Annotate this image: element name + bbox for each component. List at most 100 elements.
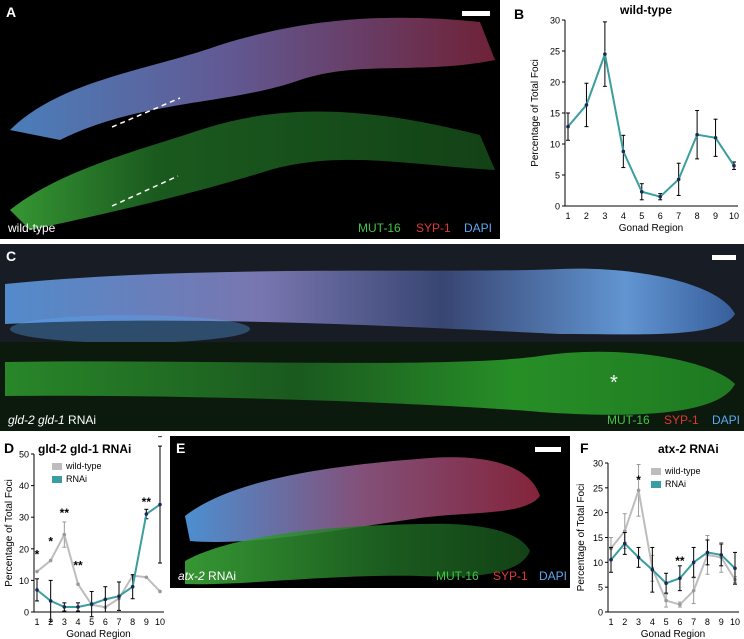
data-point	[62, 605, 67, 609]
y-tick-label: 10	[550, 140, 560, 150]
x-tick-label: 3	[62, 617, 67, 627]
caption-a: wild-type	[8, 221, 56, 235]
caption-c: gld-2 gld-1 RNAi	[8, 413, 96, 427]
data-point	[676, 177, 681, 182]
data-point	[144, 512, 149, 516]
x-tick-label: 7	[691, 617, 696, 627]
legend-label: wild-type	[65, 461, 102, 471]
panel-label-e: E	[176, 440, 186, 456]
data-point	[130, 584, 135, 589]
y-tick-label: 5	[598, 583, 603, 593]
data-point	[639, 189, 644, 194]
x-tick-label: 8	[705, 617, 710, 627]
data-point	[584, 103, 589, 107]
gonad-image-c	[0, 244, 744, 431]
x-tick-label: 1	[565, 211, 570, 221]
chart-title: wild-type	[619, 3, 672, 17]
y-tick-label: 10	[593, 558, 603, 568]
y-axis-label: Percentage of Total Foci	[4, 479, 15, 587]
caption-c-gene: gld-2 gld-1	[8, 413, 65, 427]
data-point	[144, 575, 149, 580]
x-tick-label: 4	[621, 211, 626, 221]
chart-title: gld-2 gld-1 RNAi	[38, 442, 131, 456]
legend-label: RNAi	[665, 479, 686, 489]
x-tick-label: 4	[75, 617, 80, 627]
x-axis-label: Gonad Region	[619, 223, 684, 234]
data-point	[691, 560, 696, 565]
significance-marker: *	[48, 535, 53, 549]
data-point	[76, 605, 80, 609]
x-tick-label: 1	[608, 617, 613, 627]
chart-title: atx-2 RNAi	[658, 442, 719, 456]
y-tick-label: 20	[593, 508, 603, 518]
gonad-image-e	[185, 457, 540, 585]
legend-swatch	[651, 481, 661, 488]
data-point	[158, 589, 162, 594]
stain-mut16-e: MUT-16	[436, 569, 479, 583]
data-point	[695, 132, 699, 137]
series-line	[36, 531, 161, 609]
data-point	[664, 598, 668, 603]
data-point	[719, 553, 724, 557]
significance-marker: **	[73, 558, 83, 572]
x-tick-label: 5	[639, 211, 644, 221]
y-tick-label: 15	[593, 533, 603, 543]
x-tick-label: 7	[116, 617, 121, 627]
y-tick-label: 30	[19, 513, 29, 523]
x-tick-label: 3	[602, 211, 607, 221]
data-point	[664, 581, 668, 585]
caption-c-suffix: RNAi	[64, 413, 97, 427]
x-tick-label: 2	[584, 211, 589, 221]
x-tick-label: 6	[658, 211, 663, 221]
x-tick-label: 10	[155, 617, 165, 627]
series-line	[610, 489, 736, 606]
panel-label-a: A	[6, 4, 17, 20]
micrograph-a: A wild-type MUT-16 SYP-1 DAPI	[0, 0, 500, 239]
series-line	[610, 541, 736, 585]
caption-e-suffix: RNAi	[204, 569, 237, 583]
data-point	[62, 532, 67, 537]
data-point	[622, 541, 627, 546]
micrograph-e: E atx-2 RNAi MUT-16 SYP-1 DAPI	[170, 436, 570, 588]
y-axis-label: Percentage of Total Foci	[530, 59, 541, 167]
stain-syp1-c: SYP-1	[664, 413, 699, 427]
x-tick-label: 2	[622, 617, 627, 627]
x-tick-label: 10	[729, 211, 739, 221]
asterisk-c: *	[610, 372, 618, 394]
caption-e: atx-2 RNAi	[178, 569, 236, 583]
series-line	[567, 50, 735, 198]
stain-dapi-e: DAPI	[539, 569, 568, 583]
data-point	[609, 558, 613, 562]
data-point	[603, 52, 607, 56]
stain-mut16: MUT-16	[358, 221, 401, 235]
data-point	[678, 602, 682, 607]
x-tick-label: 1	[34, 617, 39, 627]
micrograph-c: C * gld-2 gld-1 RNAi MUT-16 SYP-1 DAPI	[0, 244, 744, 431]
data-point	[713, 136, 718, 140]
stain-syp1-e: SYP-1	[493, 569, 528, 583]
data-point	[691, 588, 696, 593]
x-tick-label: 9	[713, 211, 718, 221]
data-point	[732, 163, 736, 168]
x-tick-label: 6	[677, 617, 682, 627]
data-point	[117, 594, 121, 598]
data-point	[636, 488, 641, 493]
y-tick-label: 0	[555, 202, 560, 212]
stain-dapi: DAPI	[464, 221, 493, 235]
data-point	[658, 194, 663, 199]
x-axis-label: Gonad Region	[641, 629, 706, 639]
x-tick-label: 7	[676, 211, 681, 221]
data-point	[705, 550, 710, 555]
data-point	[566, 124, 570, 129]
x-tick-label: 9	[144, 617, 149, 627]
data-point	[636, 555, 641, 560]
scale-bar	[462, 11, 490, 16]
legend-label: wild-type	[664, 466, 701, 476]
y-tick-label: 30	[550, 16, 560, 26]
data-point	[621, 149, 626, 154]
panel-label-c: C	[6, 248, 17, 264]
significance-marker: *	[158, 436, 163, 444]
legend-label: RNAi	[66, 474, 87, 484]
data-point	[48, 599, 53, 603]
